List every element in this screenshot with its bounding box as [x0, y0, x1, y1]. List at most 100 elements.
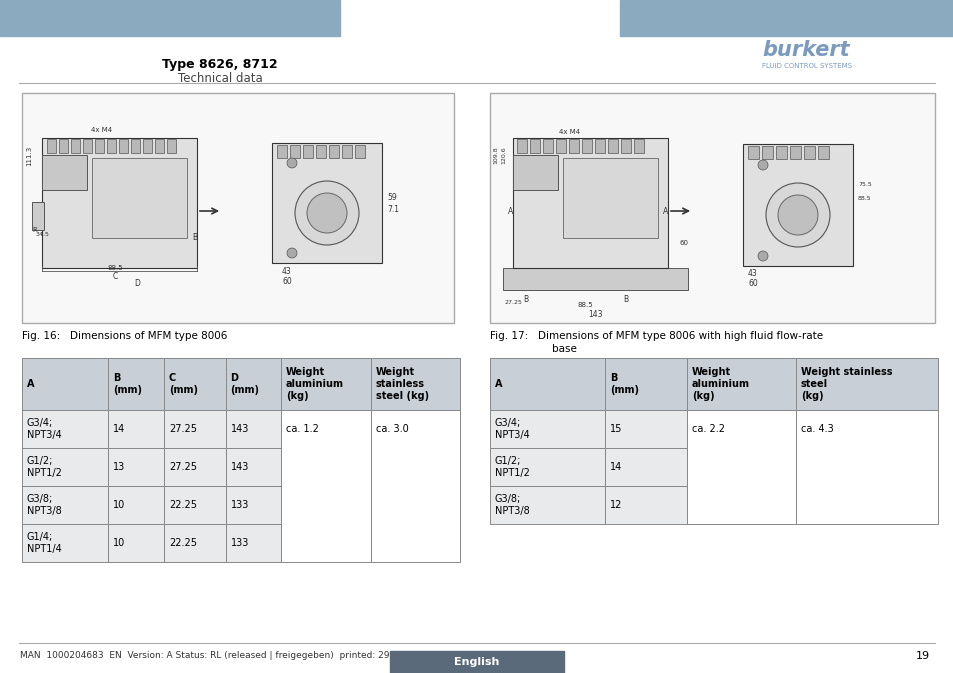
Bar — [22, 358, 109, 410]
Bar — [225, 486, 281, 524]
Text: 75.5: 75.5 — [857, 182, 871, 188]
Text: 43: 43 — [747, 269, 757, 278]
Circle shape — [765, 183, 829, 247]
Text: 60: 60 — [747, 279, 757, 288]
Text: R: R — [32, 227, 37, 233]
Text: D: D — [134, 279, 140, 288]
Bar — [595, 139, 604, 153]
Circle shape — [287, 248, 296, 258]
Text: 143: 143 — [231, 462, 249, 472]
Text: B
(mm): B (mm) — [113, 373, 142, 395]
Text: B
(mm): B (mm) — [609, 373, 639, 395]
Text: G1/2;
NPT1/2: G1/2; NPT1/2 — [495, 456, 529, 479]
Text: 133: 133 — [231, 538, 249, 548]
Text: 27.25: 27.25 — [169, 424, 196, 434]
Text: 111.3: 111.3 — [26, 146, 32, 166]
Text: 109.8: 109.8 — [493, 146, 497, 164]
Text: Fig. 17:   Dimensions of MFM type 8006 with high fluid flow-rate: Fig. 17: Dimensions of MFM type 8006 wit… — [490, 331, 822, 341]
Text: 19: 19 — [915, 651, 929, 661]
Bar — [315, 145, 326, 158]
Text: Weight
aluminium
(kg): Weight aluminium (kg) — [286, 367, 344, 401]
Bar — [355, 145, 365, 158]
Bar — [42, 138, 196, 268]
Bar — [167, 139, 175, 153]
Text: English: English — [454, 657, 499, 667]
Circle shape — [778, 195, 817, 235]
Bar — [490, 93, 934, 323]
Bar — [686, 358, 795, 410]
Bar — [164, 410, 225, 448]
Text: Fig. 16:   Dimensions of MFM type 8006: Fig. 16: Dimensions of MFM type 8006 — [22, 331, 227, 341]
Text: 27.25: 27.25 — [504, 300, 522, 305]
Bar — [131, 139, 140, 153]
Text: 143: 143 — [587, 310, 601, 319]
Text: B: B — [622, 295, 627, 304]
Bar — [91, 158, 187, 238]
Bar — [490, 486, 604, 524]
Bar — [490, 358, 604, 410]
Bar — [607, 139, 618, 153]
Text: C: C — [112, 272, 117, 281]
Text: Weight stainless
steel
(kg): Weight stainless steel (kg) — [800, 367, 891, 401]
Bar — [556, 139, 565, 153]
Bar — [370, 358, 459, 410]
Bar — [281, 410, 370, 562]
Text: Technical data: Technical data — [177, 72, 262, 85]
Text: G1/4;
NPT1/4: G1/4; NPT1/4 — [27, 532, 62, 554]
Bar — [47, 139, 56, 153]
Text: 88.5: 88.5 — [107, 265, 123, 271]
Text: G3/4;
NPT3/4: G3/4; NPT3/4 — [495, 418, 529, 440]
Bar — [154, 139, 164, 153]
Bar — [164, 486, 225, 524]
Text: ca. 4.3: ca. 4.3 — [800, 424, 833, 434]
Bar — [276, 145, 287, 158]
Circle shape — [758, 251, 767, 261]
Bar — [568, 139, 578, 153]
Text: A: A — [495, 379, 502, 389]
Bar — [164, 524, 225, 562]
Text: 7.1: 7.1 — [387, 205, 398, 215]
Bar — [164, 448, 225, 486]
Bar — [502, 268, 687, 290]
Text: G3/4;
NPT3/4: G3/4; NPT3/4 — [27, 418, 62, 440]
Bar — [581, 139, 592, 153]
Bar — [225, 358, 281, 410]
Bar — [225, 524, 281, 562]
Bar — [109, 410, 164, 448]
Bar — [329, 145, 338, 158]
Text: A: A — [507, 207, 513, 215]
Circle shape — [294, 181, 358, 245]
Bar — [604, 410, 686, 448]
Bar — [22, 93, 454, 323]
Bar — [795, 410, 937, 524]
Bar — [42, 155, 87, 190]
Text: 10: 10 — [113, 500, 126, 510]
Bar — [107, 139, 116, 153]
Bar — [143, 139, 152, 153]
Text: 13: 13 — [113, 462, 126, 472]
Bar — [109, 486, 164, 524]
Text: FLUID CONTROL SYSTEMS: FLUID CONTROL SYSTEMS — [761, 63, 851, 69]
Bar — [686, 410, 795, 524]
Text: 43: 43 — [282, 267, 292, 276]
Bar — [225, 410, 281, 448]
Bar — [795, 358, 937, 410]
Text: 59: 59 — [387, 194, 396, 203]
Text: A: A — [27, 379, 34, 389]
Text: base: base — [552, 344, 577, 354]
Bar — [83, 139, 91, 153]
Text: 88.5: 88.5 — [857, 195, 871, 201]
Bar — [109, 448, 164, 486]
Bar — [634, 139, 643, 153]
Text: 120.6: 120.6 — [500, 146, 505, 164]
Text: A: A — [662, 207, 667, 215]
Bar — [490, 448, 604, 486]
Bar — [272, 143, 381, 263]
Bar — [817, 146, 828, 159]
Text: 88.5: 88.5 — [577, 302, 592, 308]
Text: 4x M4: 4x M4 — [558, 129, 580, 135]
Text: 14: 14 — [609, 462, 621, 472]
Bar — [604, 486, 686, 524]
Text: Weight
stainless
steel (kg): Weight stainless steel (kg) — [375, 367, 428, 401]
Text: 22.25: 22.25 — [169, 538, 196, 548]
